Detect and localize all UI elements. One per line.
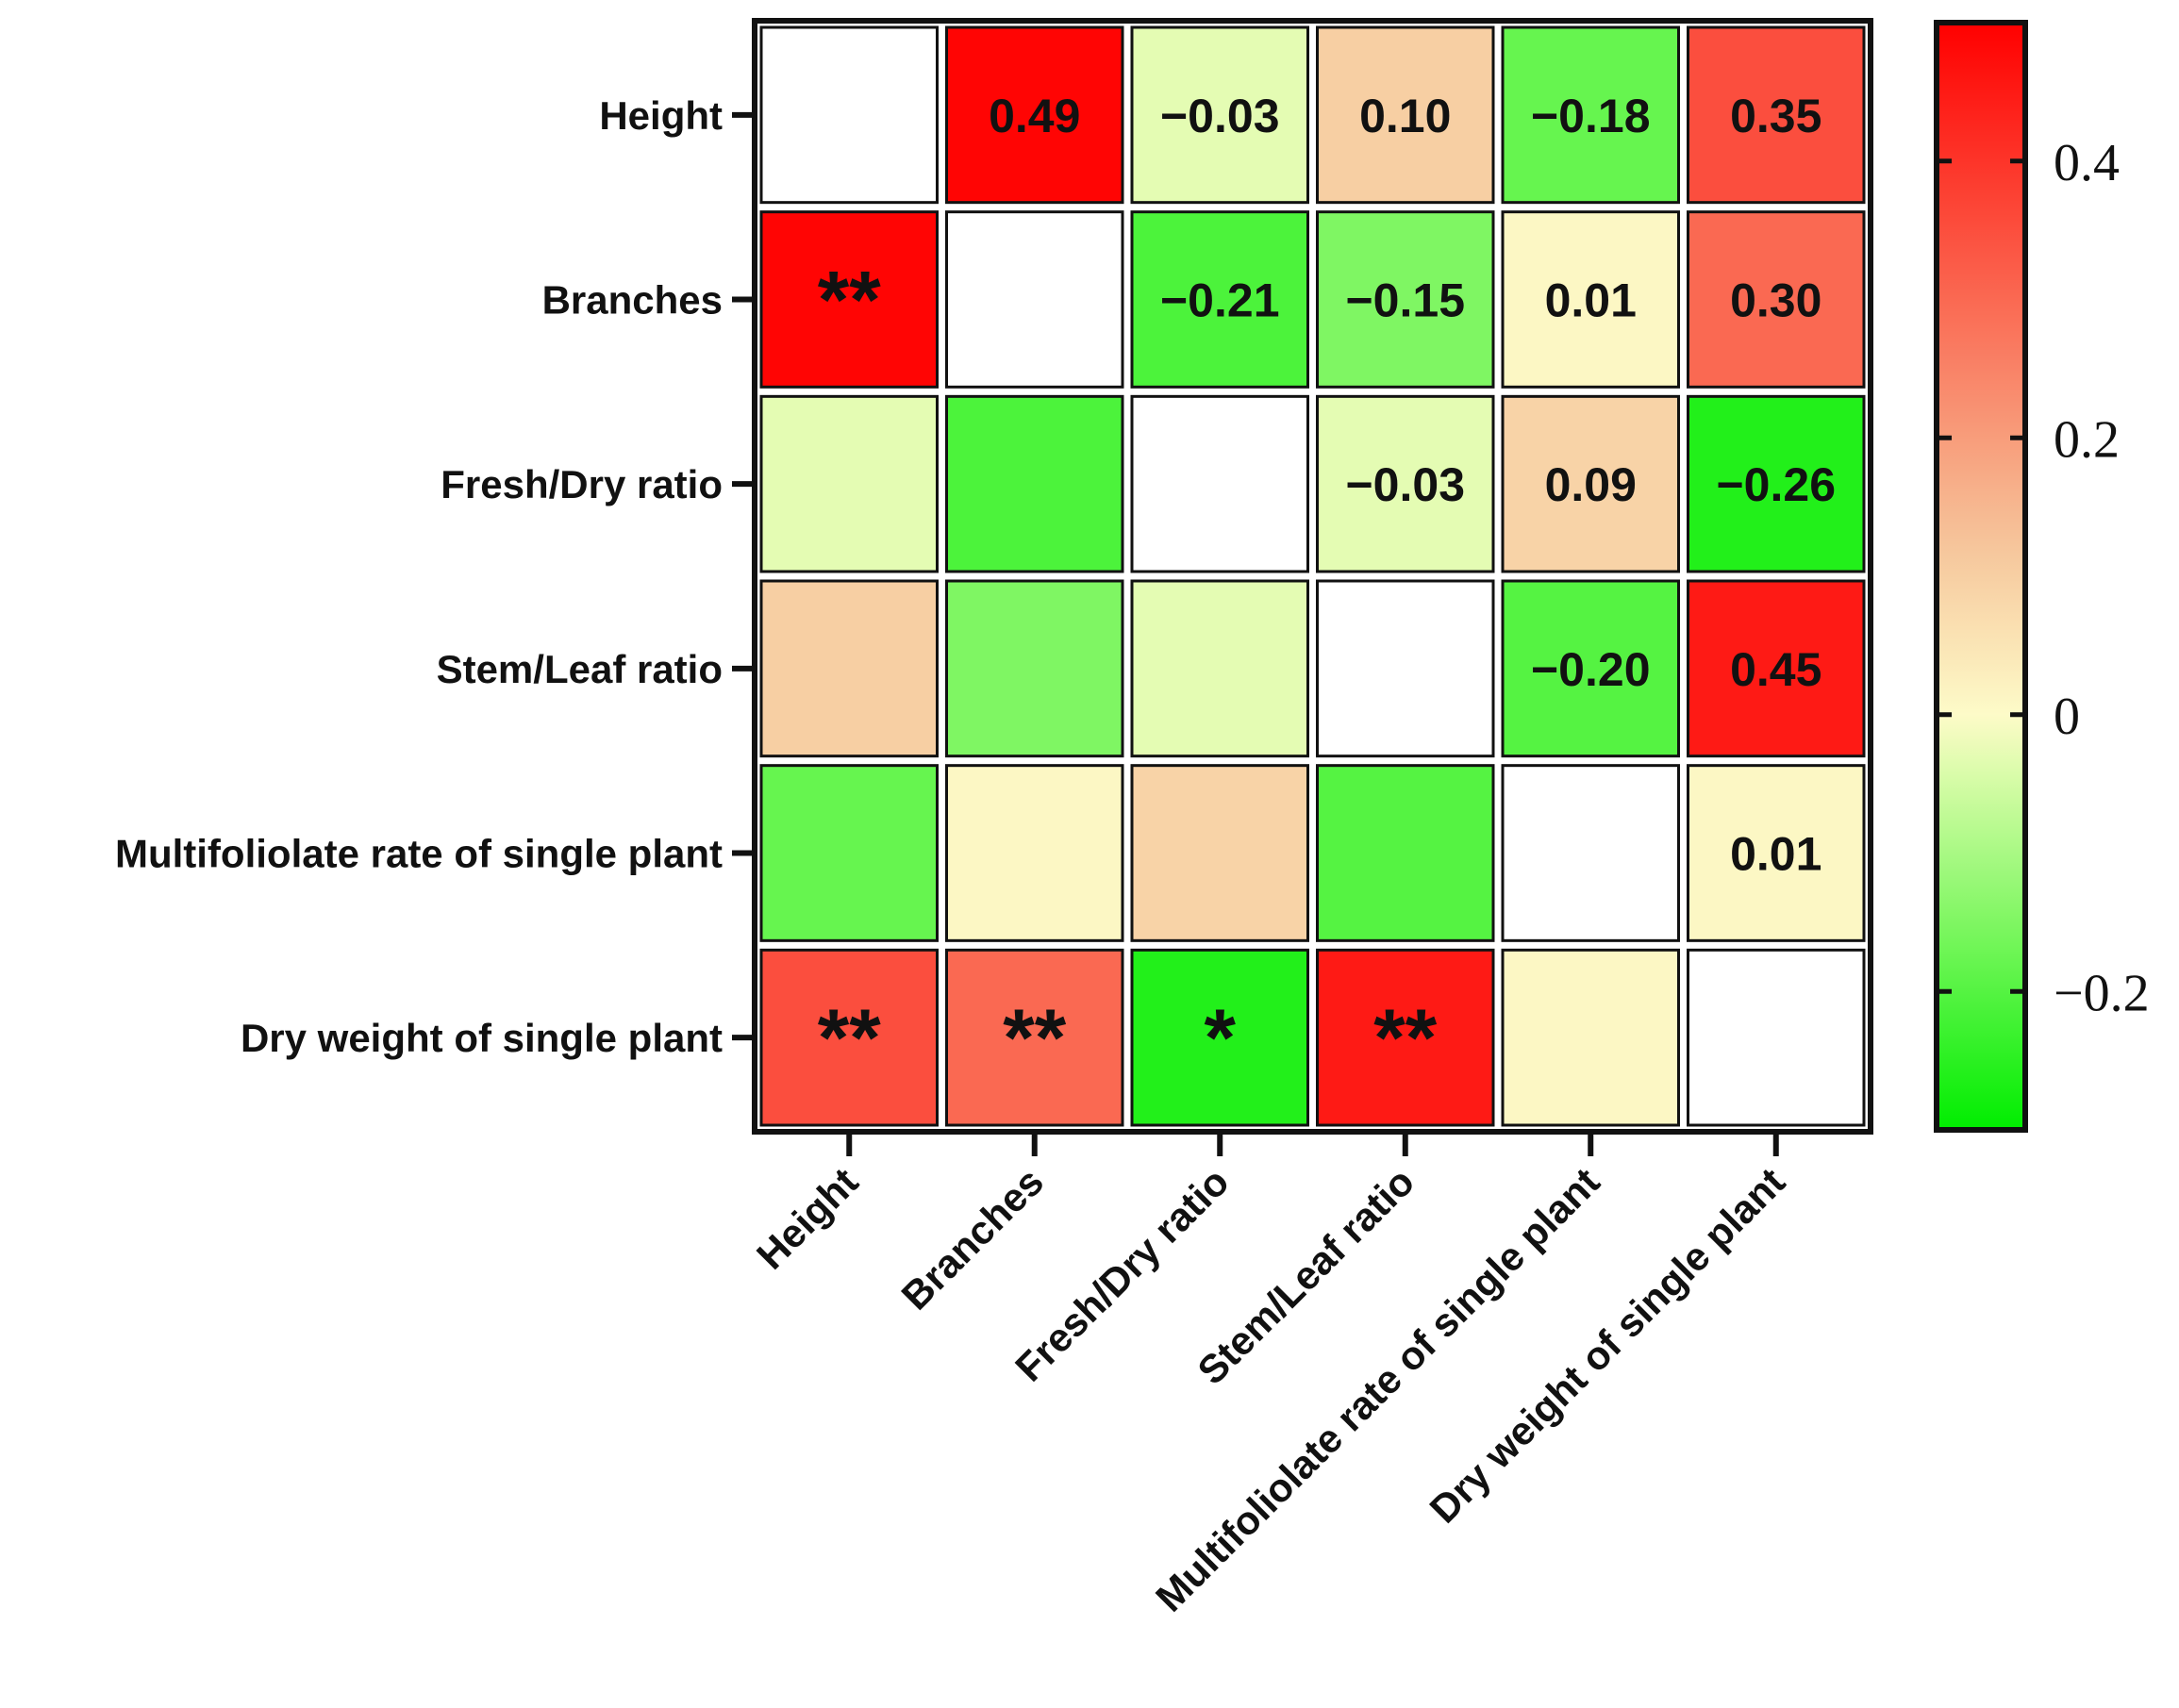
heatmap-cell: [1316, 764, 1495, 942]
significance-marker: **: [818, 256, 881, 346]
heatmap-cell: [1130, 25, 1309, 205]
heatmap-cell: [945, 25, 1124, 205]
heatmap-cell: [1130, 210, 1309, 389]
colorbar-gradient: [1934, 20, 2028, 1133]
cell-value-label: 0.49: [989, 90, 1080, 142]
heatmap-cell-diagonal: [945, 210, 1124, 389]
heatmap-cell: [759, 210, 939, 389]
cell-value-label: 0.45: [1730, 643, 1821, 696]
column-label: Branches: [893, 1159, 1053, 1318]
cell-value-label: −0.26: [1716, 458, 1836, 511]
heatmap-cell: [1130, 948, 1309, 1127]
cell-value-label: 0.35: [1730, 90, 1821, 142]
heatmap-cell: [1687, 210, 1866, 389]
heatmap-cell: [1316, 210, 1495, 389]
heatmap-cell: [1316, 25, 1495, 205]
cell-value-label: 0.09: [1545, 458, 1637, 511]
heatmap-cell: [759, 394, 939, 573]
heatmap-cell: [759, 579, 939, 758]
row-label: Height: [599, 93, 723, 138]
heatmap-cell-diagonal: [1316, 579, 1495, 758]
row-labels: Height Branches Fresh/Dry ratio Stem/Leaf r…: [115, 93, 755, 1060]
significance-marker: **: [1003, 993, 1066, 1084]
column-label: Dry weight of single plant: [1422, 1159, 1794, 1532]
heatmap-cell: [1687, 764, 1866, 942]
heatmap-cell: [1687, 394, 1866, 573]
heatmap-cell: [945, 948, 1124, 1127]
significance-marker: *: [1205, 993, 1237, 1084]
heatmap-cell: [759, 948, 939, 1127]
heatmap-grid: 0.49 −0.03 0.10 −0.18 0.35 −0.21 −0.15 0.01 0.30…: [752, 18, 1873, 1135]
row-label: Dry weight of single plant: [241, 1016, 723, 1060]
heatmap-cell-diagonal: [1687, 948, 1866, 1127]
heatmap-cell-diagonal: [1130, 394, 1309, 573]
significance-marker: **: [818, 993, 881, 1084]
cell-value-label: −0.15: [1345, 274, 1465, 327]
heatmap-cell: [1501, 579, 1680, 758]
heatmap-cell-diagonal: [1501, 764, 1680, 942]
heatmap-cell: [945, 579, 1124, 758]
colorbar-tick-label: 0.2: [2054, 410, 2120, 469]
colorbar-tick-label: −0.2: [2054, 964, 2150, 1022]
cell-value-label: 0.01: [1545, 274, 1637, 327]
cell-value-label: −0.03: [1160, 90, 1280, 142]
heatmap-cell: [1316, 394, 1495, 573]
heatmap-cell: [1501, 948, 1680, 1127]
cell-value-label: −0.21: [1160, 274, 1280, 327]
colorbar: 0.4 0.2 0 −0.2: [1934, 20, 2150, 1133]
row-label: Fresh/Dry ratio: [441, 462, 723, 506]
heatmap-cell: [759, 764, 939, 942]
cell-value-label: −0.03: [1345, 458, 1465, 511]
row-label: Branches: [542, 278, 723, 323]
heatmap-cell-diagonal: [759, 25, 939, 205]
column-label: Height: [748, 1159, 867, 1278]
heatmap-cell: [1687, 579, 1866, 758]
significance-marker: **: [1373, 993, 1437, 1084]
colorbar-tick-label: 0.4: [2054, 134, 2120, 192]
heatmap-cell: [945, 764, 1124, 942]
row-label: Multifoliolate rate of single plant: [115, 832, 723, 876]
row-label: Stem/Leaf ratio: [437, 647, 723, 691]
heatmap-cell: [1130, 579, 1309, 758]
heatmap-cell: [1687, 25, 1866, 205]
heatmap-frame: [752, 18, 1873, 1135]
heatmap-cell: [1130, 764, 1309, 942]
cell-value-label: 0.10: [1359, 90, 1451, 142]
colorbar-tick-label: 0: [2054, 688, 2080, 746]
heatmap-cell: [1316, 948, 1495, 1127]
heatmap-cell: [1501, 394, 1680, 573]
heatmap-cell: [1501, 25, 1680, 205]
cell-value-label: −0.18: [1531, 90, 1651, 142]
cell-value-label: −0.20: [1531, 643, 1651, 696]
heatmap-cell: [1501, 210, 1680, 389]
cell-value-label: 0.01: [1730, 828, 1821, 881]
heatmap-cell: [945, 394, 1124, 573]
cell-value-label: 0.30: [1730, 274, 1821, 327]
